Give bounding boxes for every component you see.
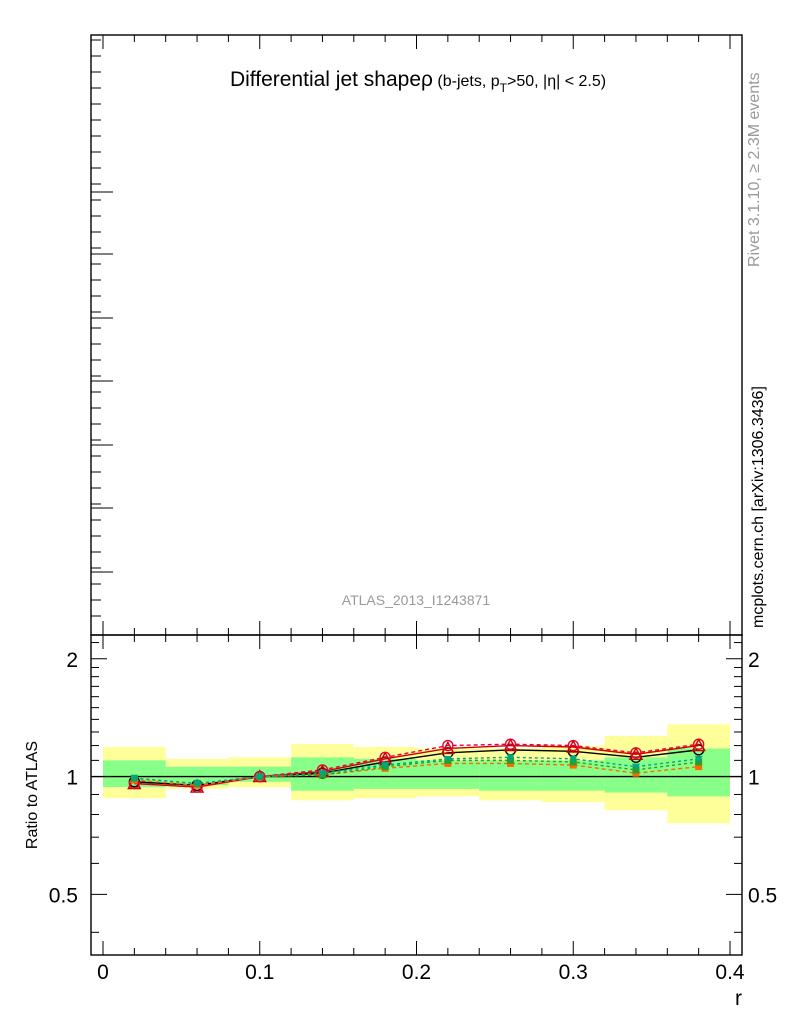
x-tick-label: 0 [97,961,109,984]
x-axis-label: r [735,987,742,1010]
x-tick-label: 0.3 [559,961,588,984]
series-line [134,759,699,785]
chart-title: Differential jet shapeρ (b-jets, pT>50, … [230,68,606,95]
series-line [134,756,699,785]
ratio-y-tick-labels: 0.5 0.5 1 1 2 2 [49,649,777,908]
series-point [631,763,640,771]
x-tick-labels: 0 0.1 0.2 0.3 0.4 [97,961,745,984]
ratio-panel-ticks [91,635,742,955]
x-tick-label: 0.2 [402,961,431,984]
rivet-version-label: Rivet 3.1.10, ≥ 2.3M events [746,72,763,267]
chart-title-main: Differential jet shapeρ [230,68,433,91]
series-point [691,738,706,752]
series-point [193,780,202,788]
ratio-y-tick-label-left: 0.5 [49,884,78,907]
x-tick-label: 0.4 [715,961,745,984]
ratio-y-tick-label-right: 2 [748,649,760,672]
series-point [504,738,517,750]
series-point [255,773,264,781]
series-point [630,747,642,759]
series-point [130,775,139,783]
series-point [569,755,578,763]
mc-ratio-series [127,738,706,793]
series-point [440,740,456,755]
main-panel-frame [90,34,743,636]
series-point [443,755,452,763]
series-point [381,762,390,770]
series-point [506,754,515,762]
ratio-y-tick-label-right: 0.5 [748,884,777,907]
ratio-y-tick-label-left: 2 [66,649,78,672]
y-axis-label: Ratio to ATLAS [24,741,41,849]
series-point [318,770,327,778]
mcplots-source-label: mcplots.cern.ch [arXiv:1306.3436] [750,386,767,628]
series-point [442,739,454,752]
series-point [567,739,579,752]
main-panel-ticks [91,35,731,635]
series-line [134,743,699,788]
series-point [694,755,703,763]
x-tick-label: 0.1 [245,961,274,984]
series-point [503,738,518,752]
chart-title-cuts-end: >50, |η| < 2.5) [507,73,606,90]
series-point [695,763,703,771]
chart-title-cuts: (b-jets, p [433,73,500,90]
series-point [628,746,644,760]
analysis-label: ATLAS_2013_I1243871 [342,592,491,608]
chart-title-sub: T [500,81,508,95]
series-point [566,739,581,753]
ratio-y-tick-label-right: 1 [748,767,760,790]
series-line [134,762,699,786]
band-inner-bin [667,748,730,797]
series-point [692,738,705,750]
ratio-y-tick-label-left: 1 [66,767,78,790]
